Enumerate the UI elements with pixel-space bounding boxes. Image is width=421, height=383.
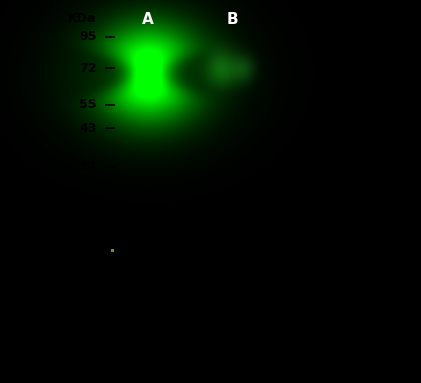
Text: B: B [226, 12, 238, 27]
Text: 55: 55 [80, 98, 97, 111]
Text: 72: 72 [80, 62, 97, 75]
Text: 43: 43 [80, 121, 97, 134]
Text: 34: 34 [80, 160, 97, 173]
Text: 26: 26 [80, 198, 97, 211]
Text: 95: 95 [80, 31, 97, 44]
Bar [105, 18, 290, 383]
Text: 17: 17 [80, 293, 97, 306]
Text: A: A [142, 12, 154, 27]
Text: KDa: KDa [68, 12, 96, 25]
